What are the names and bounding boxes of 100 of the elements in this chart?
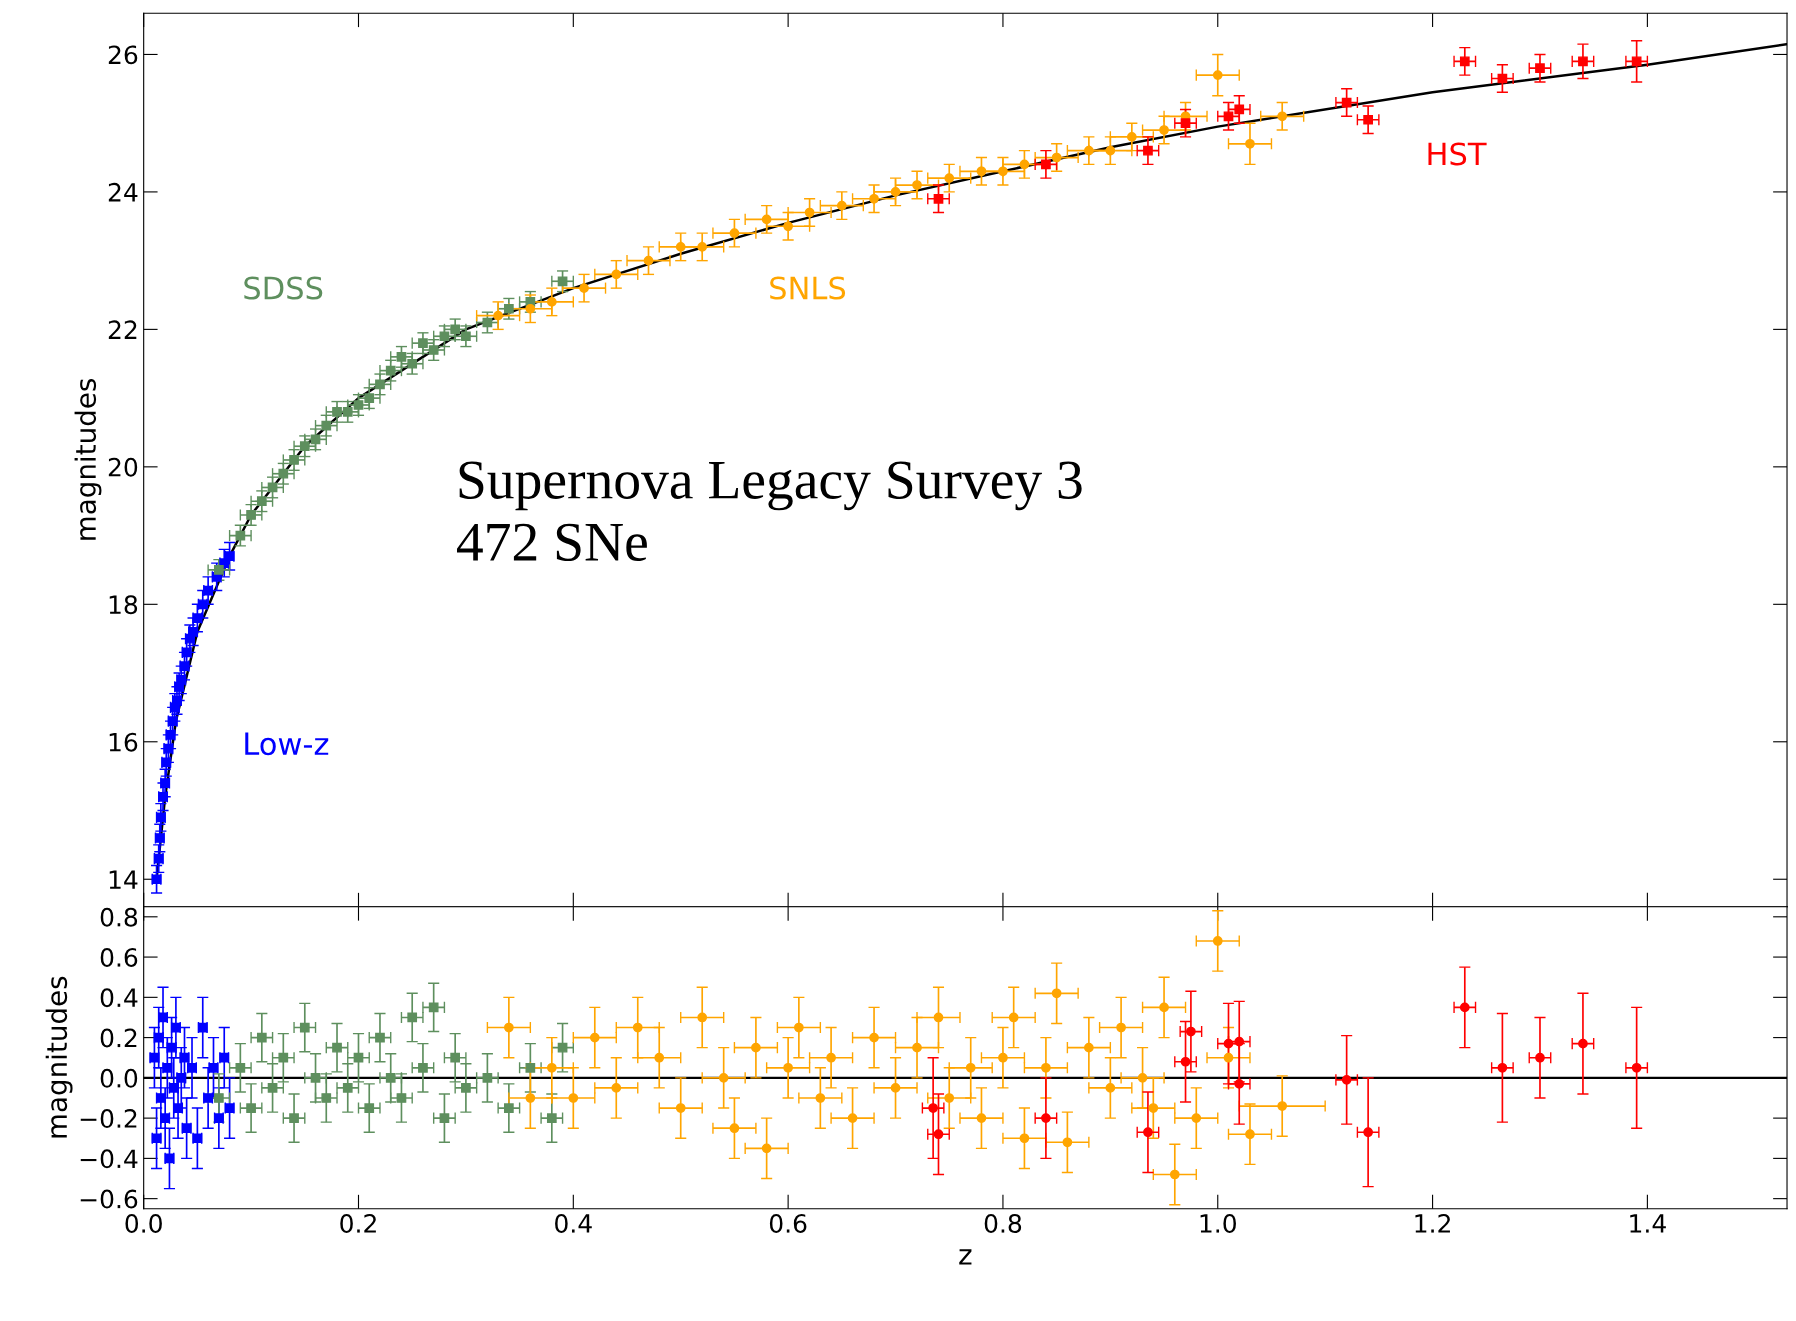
point: [418, 1062, 428, 1073]
point: [1223, 1038, 1234, 1049]
point: [428, 345, 439, 355]
x-tick-label: 1.2: [1415, 1214, 1450, 1233]
point: [675, 1103, 686, 1113]
point: [214, 565, 224, 575]
point: [197, 599, 208, 610]
point: [804, 207, 815, 218]
point: [364, 1103, 375, 1113]
point: [439, 331, 450, 342]
point: [1535, 63, 1545, 74]
point: [161, 757, 172, 768]
point: [385, 1072, 396, 1083]
point: [246, 1103, 256, 1113]
point: [1143, 145, 1153, 156]
x-tick-label: 0.0: [125, 1214, 162, 1233]
point: [1277, 1101, 1288, 1111]
point: [654, 1052, 665, 1063]
y-tick-label: 0.0: [100, 1068, 138, 1088]
point: [396, 352, 407, 362]
y-tick-label: 16: [109, 732, 138, 752]
point: [579, 283, 589, 294]
point: [1223, 111, 1234, 122]
y-tick-label: −0.2: [80, 1109, 137, 1128]
point: [364, 393, 375, 403]
point: [461, 331, 471, 342]
point: [557, 276, 568, 287]
y-tick-label: 22: [108, 320, 137, 339]
point: [890, 1083, 901, 1093]
y-tick-label: 14: [109, 870, 138, 889]
point: [1223, 1052, 1234, 1063]
point: [976, 1113, 987, 1123]
point: [568, 1093, 579, 1103]
point: [1159, 1002, 1169, 1013]
point: [1041, 1062, 1051, 1073]
point: [1105, 1083, 1116, 1093]
point: [450, 1052, 461, 1063]
point: [1341, 1075, 1352, 1085]
point: [353, 400, 364, 410]
y-tick-label: 0.6: [100, 948, 138, 967]
point: [1535, 1052, 1545, 1063]
point: [1137, 1072, 1148, 1083]
point: [836, 200, 847, 211]
x-tick-label: 0.8: [984, 1214, 1022, 1233]
point: [278, 1052, 289, 1063]
x-tick-label: 1.0: [1200, 1214, 1236, 1233]
text: Low-z: [245, 732, 329, 756]
point: [815, 1093, 826, 1103]
point: [1084, 145, 1094, 156]
point: [1277, 111, 1288, 122]
series-label: HST: [1428, 142, 1487, 166]
point: [524, 1061, 537, 1075]
point: [310, 434, 321, 445]
point: [504, 303, 514, 314]
x-tick-label: 0.6: [769, 1214, 807, 1233]
point: [214, 1093, 224, 1103]
point: [289, 1113, 299, 1123]
point: [912, 180, 922, 190]
y-axis-title: magnitudes: [45, 976, 73, 1138]
point: [1631, 56, 1642, 67]
point: [267, 1083, 278, 1093]
point: [504, 1103, 514, 1113]
point: [332, 1042, 342, 1053]
point: [1041, 159, 1051, 170]
point: [256, 1032, 267, 1043]
point: [869, 193, 879, 204]
point: [342, 1083, 353, 1093]
point: [375, 379, 385, 390]
point: [1041, 1113, 1051, 1123]
point: [751, 1042, 761, 1053]
point: [1245, 138, 1255, 149]
point: [611, 1083, 622, 1093]
point: [310, 1072, 321, 1083]
point: [697, 242, 708, 252]
point: [1159, 125, 1169, 135]
point: [278, 468, 289, 479]
point: [1180, 1056, 1191, 1067]
point: [783, 221, 793, 232]
point: [375, 1032, 385, 1043]
point: [246, 510, 256, 520]
point: [450, 324, 461, 335]
point: [944, 173, 955, 184]
point: [1234, 1036, 1245, 1047]
point: [1234, 104, 1245, 115]
point: [944, 1093, 955, 1103]
point: [256, 496, 267, 507]
point: [557, 1042, 568, 1053]
y-tick-label: −0.6: [80, 1189, 138, 1209]
point: [493, 310, 503, 321]
point: [418, 338, 428, 348]
y-tick-label: 20: [108, 457, 138, 477]
point: [1341, 97, 1352, 108]
y-axis-title: magnitudes: [74, 378, 102, 540]
y-tick-label: 0.4: [100, 988, 138, 1008]
point: [761, 214, 772, 225]
y-tick-label: −0.4: [80, 1149, 138, 1169]
point: [783, 1062, 793, 1073]
point: [525, 303, 536, 314]
point: [1143, 1127, 1153, 1138]
point: [976, 166, 987, 177]
